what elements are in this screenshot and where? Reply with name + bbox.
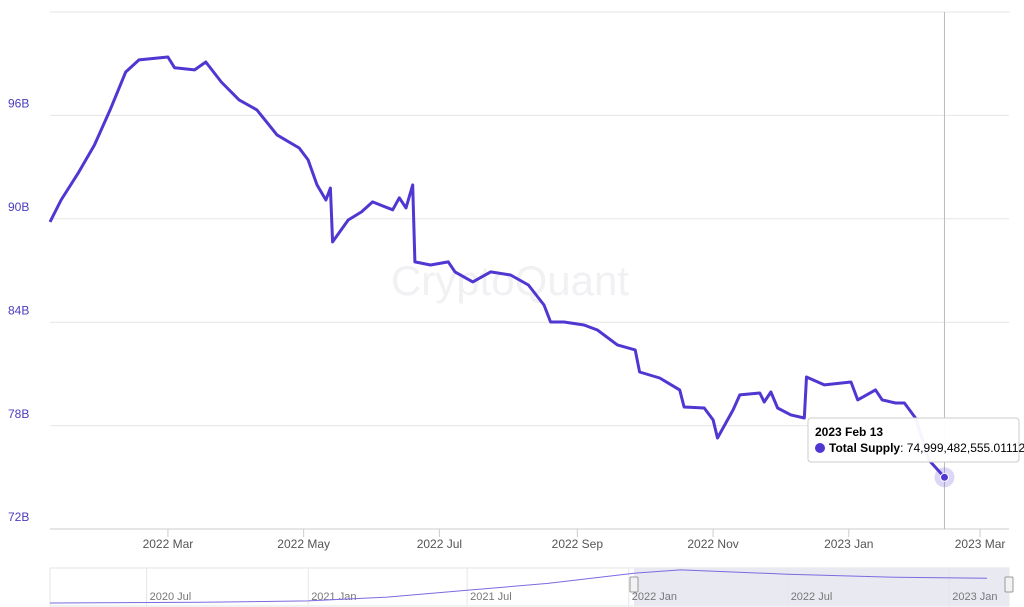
x-tick-label: 2022 Mar [143,537,194,551]
navigator-selection [634,568,1009,606]
tooltip-series: Total Supply [829,441,900,455]
x-tick-label: 2022 Jul [417,537,462,551]
x-tick-label: 2023 Jan [824,537,873,551]
navigator-tick-label: 2023 Jan [952,591,997,603]
highlight-point [939,472,949,482]
x-tick-label: 2022 May [277,537,330,551]
navigator-tick-label: 2022 Jul [791,591,833,603]
tooltip-line: Total Supply: 74,999,482,555.01112 [829,441,1024,455]
y-tick-label: 84B [8,303,29,317]
y-tick-label: 72B [8,510,29,524]
tooltip-box [807,417,1020,463]
y-tick-label: 78B [8,407,29,421]
y-tick-label: 96B [8,97,29,111]
navigator-tick-label: 2022 Jan [632,591,677,603]
tooltip-separator: : [900,441,903,455]
tooltip-date: 2023 Feb 13 [815,425,883,439]
x-tick-label: 2023 Mar [955,537,1006,551]
tooltip-marker [815,443,825,453]
tooltip-value: 74,999,482,555.01112 [907,441,1024,455]
navigator-handle [1004,576,1014,593]
navigator-line [49,569,988,604]
x-tick-label: 2022 Sep [552,537,604,551]
navigator-tick-label: 2020 Jul [150,591,192,603]
x-tick-label: 2022 Nov [687,537,738,551]
y-tick-label: 90B [8,200,29,214]
tooltip: 2023 Feb 13 Total Supply: 74,999,482,555.… [807,417,1024,463]
navigator-tick-label: 2021 Jan [311,591,356,603]
series-line [48,55,946,479]
navigator-tick-label: 2021 Jul [470,591,512,603]
navigator-handle [629,576,639,593]
